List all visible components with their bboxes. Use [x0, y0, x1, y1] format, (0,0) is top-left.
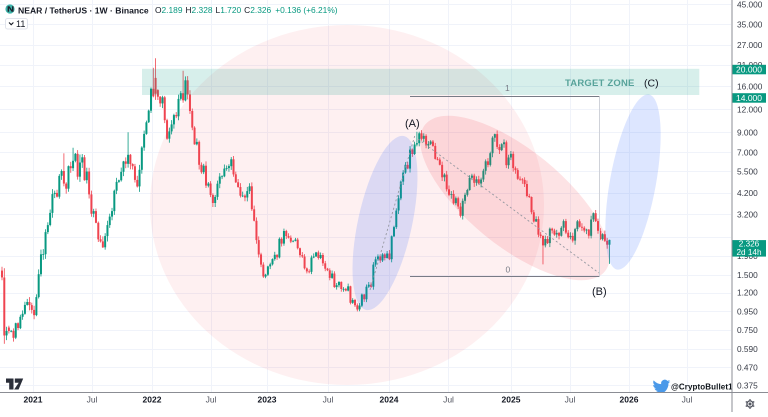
svg-text:14.000: 14.000 [736, 93, 762, 103]
svg-text:1: 1 [505, 83, 510, 93]
svg-text:Jul: Jul [323, 395, 334, 405]
svg-text:2d 14h: 2d 14h [736, 248, 761, 257]
svg-text:0.750: 0.750 [737, 325, 758, 335]
svg-text:(C): (C) [644, 78, 659, 90]
svg-text:11: 11 [16, 19, 25, 29]
svg-text:2024: 2024 [380, 395, 399, 405]
svg-text:4.200: 4.200 [737, 188, 758, 198]
svg-text:NEAR / TetherUS · 1W · Binance: NEAR / TetherUS · 1W · Binance [18, 6, 149, 16]
svg-text:Jul: Jul [87, 395, 98, 405]
svg-text:0.590: 0.590 [737, 344, 758, 354]
svg-text:2021: 2021 [24, 395, 43, 405]
svg-text:@CryptoBullet1: @CryptoBullet1 [671, 383, 733, 392]
svg-text:Jul: Jul [443, 395, 454, 405]
svg-text:3.200: 3.200 [737, 210, 758, 220]
svg-text:5.500: 5.500 [737, 167, 758, 177]
svg-text:2023: 2023 [258, 395, 277, 405]
svg-text:2025: 2025 [502, 395, 521, 405]
svg-text:9.000: 9.000 [737, 127, 758, 137]
svg-text:35.000: 35.000 [737, 19, 763, 29]
svg-text:0.470: 0.470 [737, 362, 758, 372]
svg-text:20.000: 20.000 [736, 65, 762, 75]
svg-text:0.375: 0.375 [737, 380, 758, 390]
svg-text:16.000: 16.000 [737, 82, 763, 92]
svg-text:(A): (A) [405, 118, 420, 130]
svg-text:12.000: 12.000 [737, 105, 763, 115]
svg-text:Jul: Jul [682, 395, 693, 405]
svg-text:0.950: 0.950 [737, 306, 758, 316]
svg-text:27.000: 27.000 [737, 40, 763, 50]
svg-text:2026: 2026 [620, 395, 639, 405]
svg-text:45.000: 45.000 [737, 0, 763, 9]
svg-text:1.200: 1.200 [737, 288, 758, 298]
svg-text:Jul: Jul [206, 395, 217, 405]
svg-text:1.500: 1.500 [737, 270, 758, 280]
svg-text:Jul: Jul [565, 395, 576, 405]
svg-text:2022: 2022 [143, 395, 162, 405]
svg-text:(B): (B) [592, 286, 607, 298]
svg-text:TARGET ZONE: TARGET ZONE [565, 78, 635, 89]
svg-text:7.000: 7.000 [737, 147, 758, 157]
svg-text:0: 0 [506, 265, 511, 275]
